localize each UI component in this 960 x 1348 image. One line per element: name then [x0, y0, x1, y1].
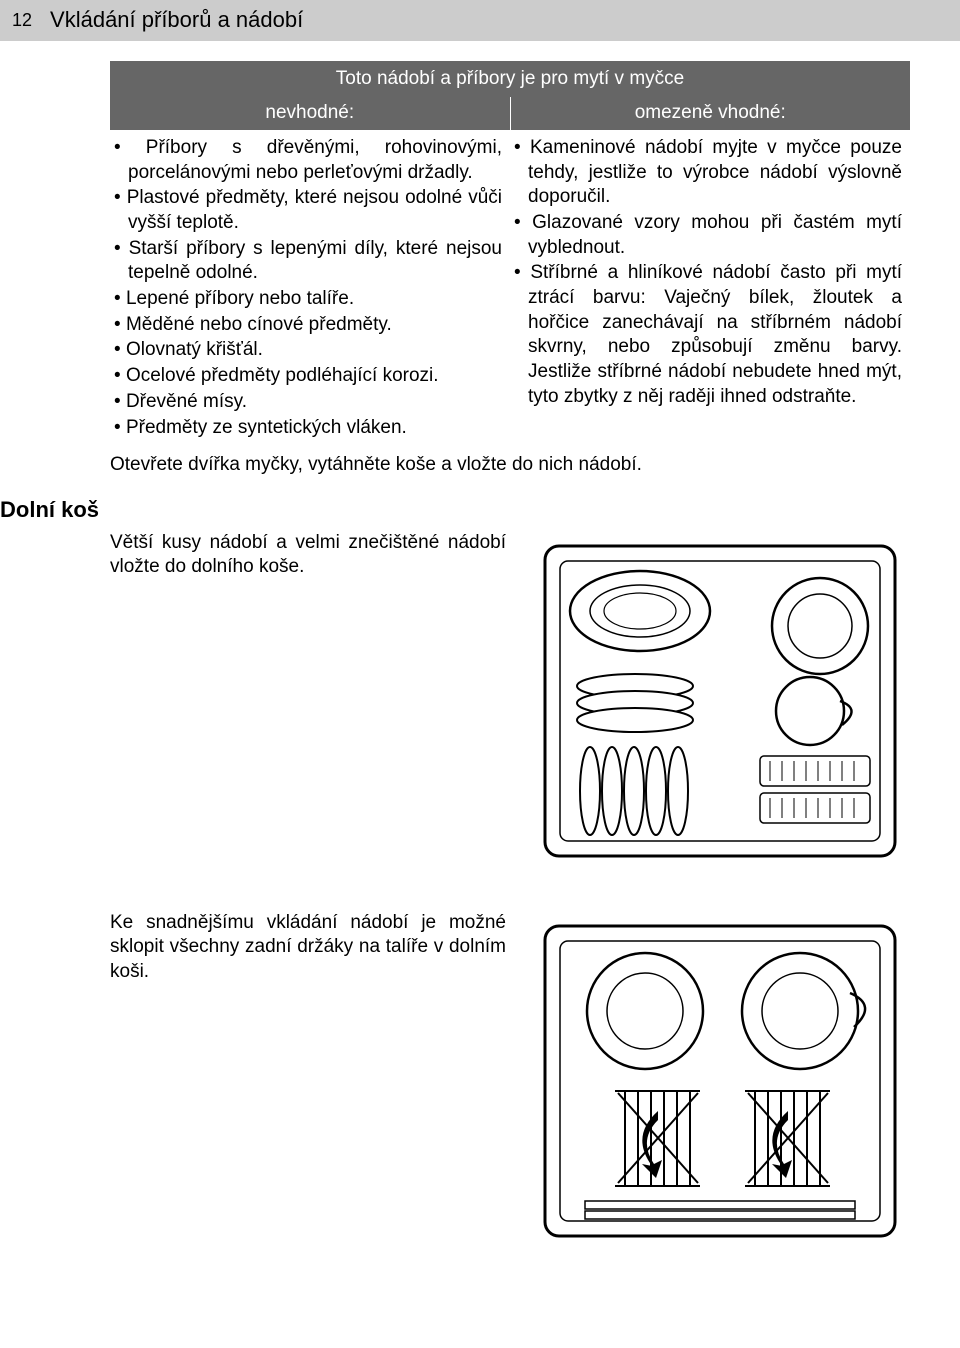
basket-folding-icon: [530, 911, 910, 1251]
table-caption: Toto nádobí a příbory je pro mytí v myčc…: [110, 61, 910, 98]
list-item: Starší příbory s lepenými díly, které ne…: [114, 237, 502, 286]
col2-cell: Kameninové nádobí myjte v myčce pouze te…: [510, 130, 910, 447]
list-item: Stříbrné a hliníkové nádobí často při my…: [514, 261, 902, 409]
page-content: Toto nádobí a příbory je pro mytí v myčc…: [0, 41, 960, 1271]
subsection-title: Dolní koš: [0, 496, 910, 525]
folding-block: Ke snadnějšímu vkládání nádobí je možné …: [110, 911, 910, 1251]
list-item: Předměty ze syntetických vláken.: [114, 416, 502, 441]
list-item: Plastové předměty, které nejsou odolné v…: [114, 186, 502, 235]
list-item: Ocelové předměty podléhající korozi.: [114, 364, 502, 389]
open-instruction: Otevřete dvířka myčky, vytáhněte koše a …: [110, 453, 910, 478]
folding-text: Ke snadnějšímu vkládání nádobí je možné …: [110, 911, 506, 985]
col2-list: Kameninové nádobí myjte v myčce pouze te…: [514, 136, 902, 410]
page-number: 12: [12, 9, 32, 32]
list-item: Měděné nebo cínové předměty.: [114, 313, 502, 338]
list-item: Lepené příbory nebo talíře.: [114, 287, 502, 312]
list-item: Glazované vzory mohou při častém mytí vy…: [514, 211, 902, 260]
list-item: Kameninové nádobí myjte v myčce pouze te…: [514, 136, 902, 210]
folding-diagram: [530, 911, 910, 1251]
list-item: Příbory s dřevěnými, rohovinovými, porce…: [114, 136, 502, 185]
section-title: Vkládání příborů a nádobí: [50, 6, 303, 35]
table-subhead-row: nevhodné: omezeně vhodné:: [110, 97, 910, 130]
col2-head: omezeně vhodné:: [510, 97, 911, 130]
suitability-table: Toto nádobí a příbory je pro mytí v myčc…: [110, 61, 910, 448]
page-header: 12 Vkládání příborů a nádobí: [0, 0, 960, 41]
list-item: Dřevěné mísy.: [114, 390, 502, 415]
lower-basket-diagram: [530, 531, 910, 871]
col1-head: nevhodné:: [110, 97, 510, 130]
lower-basket-block: Větší kusy nádobí a velmi znečištěné nád…: [110, 531, 910, 871]
col1-cell: Příbory s dřevěnými, rohovinovými, porce…: [110, 130, 510, 447]
basket-loaded-icon: [530, 531, 910, 871]
lower-basket-text: Větší kusy nádobí a velmi znečištěné nád…: [110, 531, 506, 580]
col1-list: Příbory s dřevěnými, rohovinovými, porce…: [114, 136, 502, 440]
table-body-row: Příbory s dřevěnými, rohovinovými, porce…: [110, 130, 910, 447]
list-item: Olovnatý křišťál.: [114, 338, 502, 363]
